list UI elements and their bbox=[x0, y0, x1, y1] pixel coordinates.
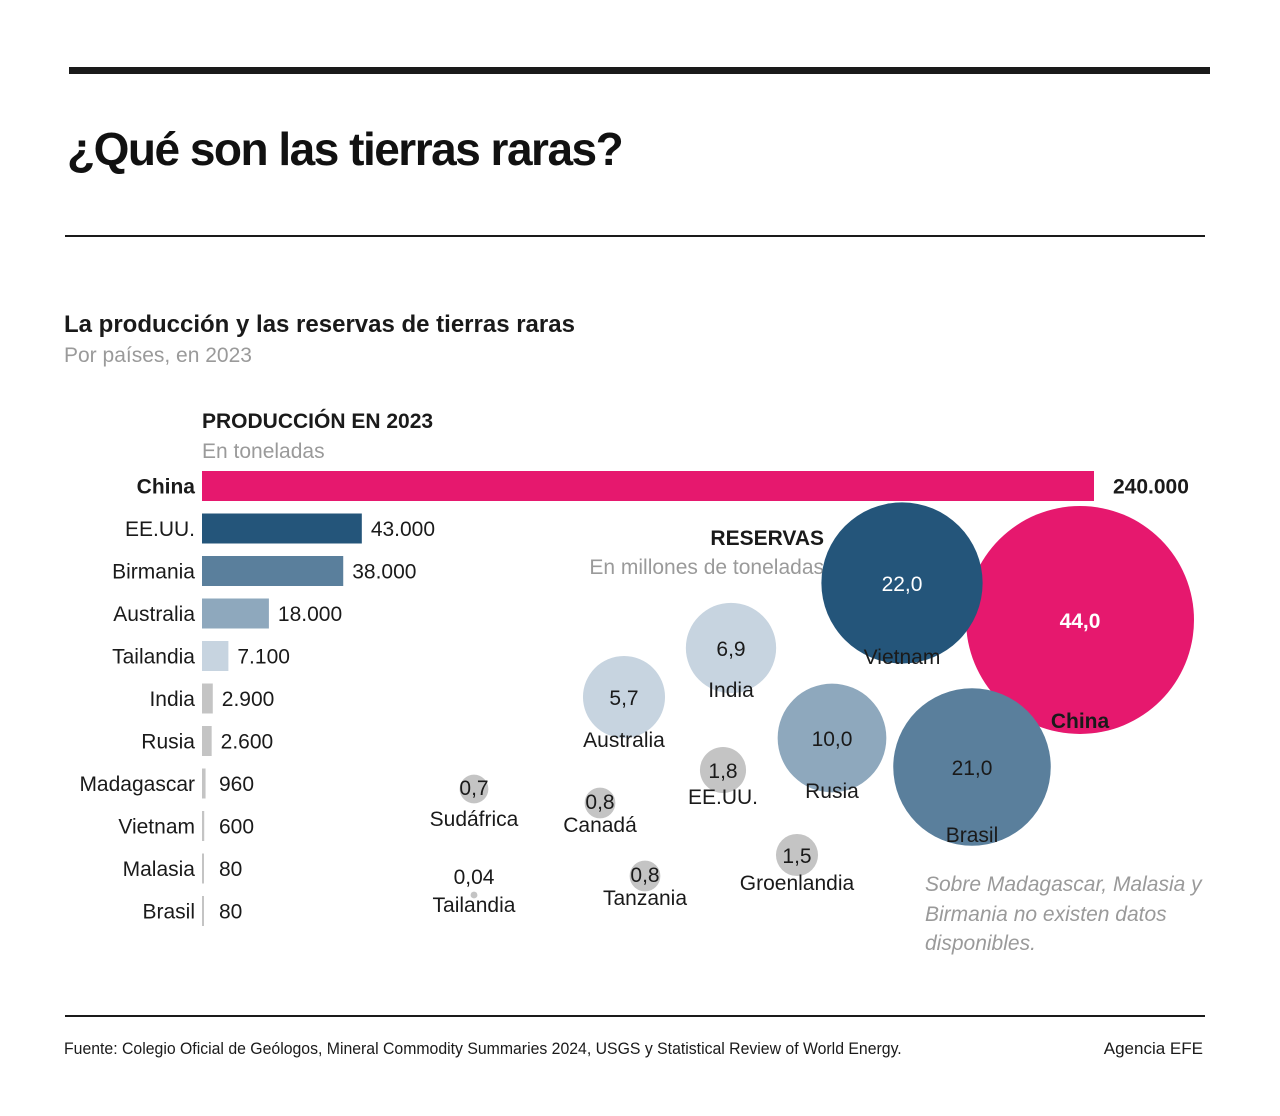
bubble-sudafrica bbox=[459, 774, 489, 804]
bar-value-vietnam: 600 bbox=[219, 816, 254, 839]
bar-china bbox=[202, 471, 1094, 501]
bubble-tailandia bbox=[470, 891, 478, 899]
bubble-canada bbox=[584, 787, 616, 819]
bubble-ee-uu bbox=[699, 746, 747, 794]
bar-value-tailandia: 7.100 bbox=[237, 646, 290, 669]
bar-value-birmania: 38.000 bbox=[352, 561, 416, 584]
bubble-value-groenlandia: 1,5 bbox=[782, 845, 811, 868]
bar-malasia bbox=[202, 853, 204, 884]
bubble-label-ee-uu: EE.UU. bbox=[688, 786, 758, 809]
bubble-label-canada: Canadá bbox=[563, 814, 637, 837]
bubble-value-india: 6,9 bbox=[716, 638, 745, 661]
bubble-brasil bbox=[893, 688, 1051, 846]
bubble-value-vietnam: 22,0 bbox=[882, 573, 923, 596]
bubble-value-australia: 5,7 bbox=[609, 687, 638, 710]
bar-vietnam bbox=[202, 811, 205, 841]
bar-brasil bbox=[202, 896, 204, 926]
reserves-unit: En millones de toneladas bbox=[589, 556, 824, 579]
bar-value-china: 240.000 bbox=[1113, 476, 1189, 499]
bubble-value-tailandia: 0,04 bbox=[454, 866, 495, 889]
bubble-india bbox=[685, 602, 777, 694]
bar-label-rusia: Rusia bbox=[141, 731, 195, 754]
bubble-label-vietnam: Vietnam bbox=[864, 646, 941, 669]
no-data-note: Sobre Madagascar, Malasia y Birmania no … bbox=[925, 873, 1202, 955]
reserves-title: RESERVAS bbox=[710, 527, 824, 550]
bubble-value-china: 44,0 bbox=[1060, 610, 1101, 633]
bubble-value-sudafrica: 0,7 bbox=[459, 777, 488, 800]
bubble-label-india: India bbox=[708, 679, 754, 702]
bar-birmania bbox=[202, 556, 344, 586]
bar-value-rusia: 2.600 bbox=[221, 731, 274, 754]
bar-value-malasia: 80 bbox=[219, 858, 242, 881]
bar-label-brasil: Brasil bbox=[142, 901, 195, 924]
top-rule bbox=[69, 67, 1210, 74]
bar-label-india: India bbox=[149, 688, 195, 711]
title-divider bbox=[65, 235, 1205, 237]
bubble-value-brasil: 21,0 bbox=[952, 757, 993, 780]
bubble-label-china: China bbox=[1051, 710, 1110, 733]
bar-value-australia: 18.000 bbox=[278, 603, 342, 626]
bar-value-ee-uu: 43.000 bbox=[371, 518, 435, 541]
bubble-tanzania bbox=[629, 860, 661, 892]
bubble-value-rusia: 10,0 bbox=[812, 728, 853, 751]
chart-subtitle: Por países, en 2023 bbox=[64, 344, 252, 367]
bar-label-madagascar: Madagascar bbox=[79, 773, 195, 796]
production-title: PRODUCCIÓN EN 2023 bbox=[202, 410, 434, 433]
bar-value-brasil: 80 bbox=[219, 901, 242, 924]
bubble-label-brasil: Brasil bbox=[946, 824, 999, 847]
bar-value-madagascar: 960 bbox=[219, 773, 254, 796]
bubble-label-tailandia: Tailandia bbox=[433, 894, 516, 917]
production-unit: En toneladas bbox=[202, 440, 325, 463]
bar-label-vietnam: Vietnam bbox=[118, 816, 195, 839]
bubble-value-ee-uu: 1,8 bbox=[708, 760, 737, 783]
bar-label-malasia: Malasia bbox=[123, 858, 196, 881]
bar-ee-uu bbox=[202, 513, 362, 544]
bubble-label-groenlandia: Groenlandia bbox=[740, 872, 855, 895]
bubble-groenlandia bbox=[775, 833, 819, 877]
page-title: ¿Qué son las tierras raras? bbox=[67, 123, 624, 175]
bar-madagascar bbox=[202, 768, 206, 799]
bar-label-tailandia: Tailandia bbox=[112, 646, 195, 669]
bar-tailandia bbox=[202, 641, 229, 671]
footer-divider bbox=[65, 1015, 1205, 1017]
bubble-rusia bbox=[777, 683, 887, 793]
bubble-label-sudafrica: Sudáfrica bbox=[430, 808, 519, 831]
bar-label-ee-uu: EE.UU. bbox=[125, 518, 195, 541]
bar-label-china: China bbox=[137, 476, 196, 499]
bubble-label-australia: Australia bbox=[583, 729, 665, 752]
bubble-australia bbox=[582, 655, 666, 739]
bar-rusia bbox=[202, 726, 212, 756]
bubble-vietnam bbox=[821, 502, 983, 664]
bubble-value-canada: 0,8 bbox=[585, 791, 614, 814]
bar-india bbox=[202, 683, 213, 714]
bar-value-india: 2.900 bbox=[222, 688, 275, 711]
bubble-china bbox=[966, 506, 1194, 734]
bar-label-australia: Australia bbox=[113, 603, 195, 626]
bubble-label-tanzania: Tanzania bbox=[603, 887, 687, 910]
credit-text: Agencia EFE bbox=[1103, 1039, 1203, 1058]
bar-label-birmania: Birmania bbox=[112, 561, 195, 584]
bubble-label-rusia: Rusia bbox=[805, 780, 859, 803]
source-text: Fuente: Colegio Oficial de Geólogos, Min… bbox=[64, 1039, 902, 1058]
chart-title: La producción y las reservas de tierras … bbox=[64, 311, 575, 338]
bar-australia bbox=[202, 598, 269, 629]
bubble-value-tanzania: 0,8 bbox=[630, 864, 659, 887]
